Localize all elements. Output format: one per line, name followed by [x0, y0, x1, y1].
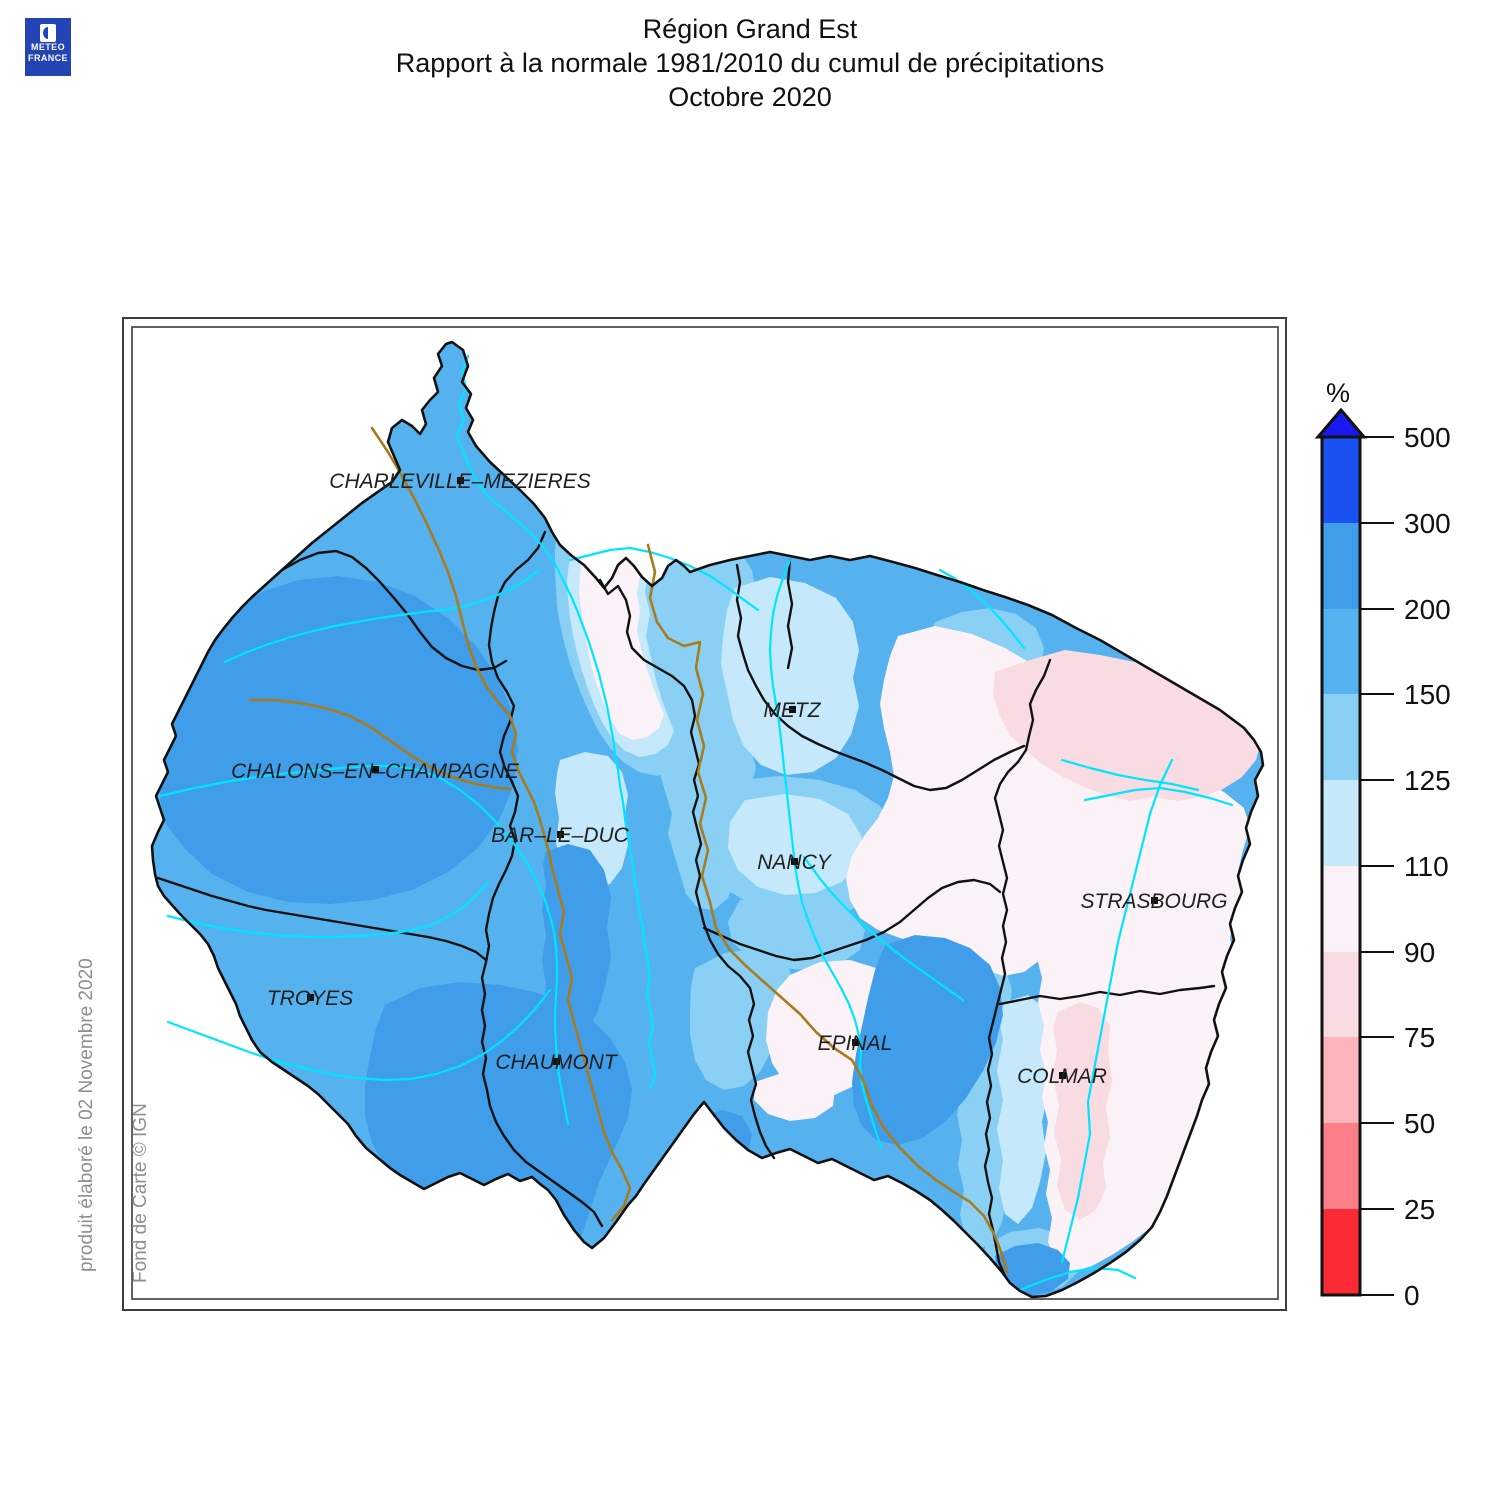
- meteo-france-logo: METEO FRANCE: [25, 18, 71, 76]
- legend-bin-0-25: [1322, 1209, 1360, 1295]
- legend-tick-75: 75: [1404, 1022, 1435, 1053]
- legend: % 500: [1314, 378, 1451, 1311]
- river-chiers: [568, 546, 760, 612]
- rivers: [158, 354, 1234, 1292]
- city-marker-chaumont: [553, 1058, 560, 1065]
- city-label-nancy: NANCY: [757, 851, 833, 874]
- title-region: Région Grand Est: [642, 14, 858, 44]
- legend-tick-300: 300: [1404, 508, 1451, 539]
- map-frame-outer: [122, 317, 1287, 1311]
- dept-boundary-meuse-east: [598, 578, 776, 1160]
- dept-boundary-ardennes-marne: [280, 549, 508, 672]
- precip-zone-200-300: [160, 576, 1070, 1296]
- dept-boundary-alsace-west: [983, 658, 1052, 1278]
- basemap-credit: Fond de Carte © IGN: [130, 1103, 151, 1283]
- river-meurthe: [802, 855, 965, 1002]
- city-marker-colmar: [1059, 1072, 1066, 1079]
- city-marker-troyes: [307, 994, 314, 1001]
- legend-bin-125-150: [1322, 694, 1360, 780]
- river-moselle: [768, 558, 883, 1150]
- legend-tick-110: 110: [1404, 851, 1449, 882]
- region-outline: [150, 340, 1265, 1299]
- dept-boundary-meuse-west: [480, 530, 604, 1228]
- legend-bin-50-75: [1322, 1037, 1360, 1123]
- city-label-epinal: EPINAL: [818, 1032, 893, 1055]
- dept-boundary-briey: [786, 558, 794, 670]
- river-meuse: [455, 354, 657, 1090]
- dept-boundary-basrhin-hautrhin: [998, 984, 1216, 1006]
- city-label-strasbourg: STRASBOURG: [1080, 890, 1227, 913]
- legend-bin-25-50: [1322, 1123, 1360, 1209]
- legend-tick-25: 25: [1404, 1194, 1435, 1225]
- legend-tick-90: 90: [1404, 937, 1435, 968]
- legend-tick-labels: 500 300 200 150 125 110 90 75 50 25 0: [1404, 422, 1451, 1311]
- legend-bin-300-500: [1322, 437, 1360, 523]
- dept-boundary-moselle: [735, 563, 1026, 792]
- legend-tick-150: 150: [1404, 679, 1451, 710]
- map-title-block: Région Grand Est Rapport à la normale 19…: [0, 12, 1500, 114]
- legend-bin-75-90: [1322, 952, 1360, 1037]
- city-label-troyes: TROYES: [267, 987, 353, 1010]
- title-period: Octobre 2020: [668, 82, 832, 112]
- river-largue: [1018, 1266, 1137, 1292]
- city-label-bar-le-duc: BAR–LE–DUC: [491, 824, 630, 847]
- basin-boundary-seine-meuse: [370, 426, 632, 1222]
- legend-tick-0: 0: [1404, 1280, 1420, 1311]
- legend-unit-label: %: [1326, 378, 1350, 408]
- city-label-colmar: COLMAR: [1017, 1065, 1107, 1088]
- city-marker-nancy: [791, 858, 798, 865]
- title-subject: Rapport à la normale 1981/2010 du cumul …: [395, 48, 1105, 78]
- city-label-charleville-mezieres: CHARLEVILLE–MEZIERES: [329, 470, 590, 493]
- river-lauter: [1083, 786, 1234, 807]
- river-aisne: [223, 568, 541, 664]
- legend-bin-110-125: [1322, 780, 1360, 866]
- legend-tick-200: 200: [1404, 594, 1451, 625]
- city-label-metz: METZ: [763, 699, 821, 722]
- logo-text-line1: METEO: [30, 42, 65, 52]
- legend-tick-500: 500: [1404, 422, 1451, 453]
- legend-color-bar: [1320, 435, 1362, 1297]
- legend-bin-90-110: [1322, 866, 1360, 952]
- city-label-chalons-en-champagne: CHALONS–EN–CHAMPAGNE: [231, 760, 520, 783]
- city-marker-chalons: [372, 766, 379, 773]
- dept-boundary-meurthe-vosges: [702, 878, 1002, 962]
- river-seine: [166, 880, 490, 939]
- legend-arrow-above-500: [1314, 407, 1368, 439]
- city-marker-metz: [789, 706, 796, 713]
- legend-tick-marks: [1360, 436, 1394, 1296]
- river-marne: [158, 764, 570, 1126]
- city-label-chaumont: CHAUMONT: [495, 1051, 618, 1074]
- city-labels: CHARLEVILLE–MEZIERES CHALONS–EN–CHAMPAGN…: [231, 470, 1227, 1088]
- city-markers: [307, 477, 1158, 1079]
- city-marker-bar-le-duc: [557, 831, 564, 838]
- legend-tick-50: 50: [1404, 1108, 1435, 1139]
- logo-text-line2: FRANCE: [28, 53, 68, 63]
- department-boundaries: [156, 530, 1216, 1278]
- basin-boundaries: [248, 426, 1009, 1274]
- river-aube: [166, 988, 552, 1082]
- city-marker-strasbourg: [1151, 897, 1158, 904]
- river-moder: [1060, 758, 1200, 792]
- map-frame-inner: [131, 326, 1279, 1300]
- city-marker-epinal: [852, 1039, 859, 1046]
- legend-tick-125: 125: [1404, 765, 1451, 796]
- legend-bin-200-300: [1322, 523, 1360, 609]
- city-marker-charleville: [457, 477, 464, 484]
- dept-boundary-marne-aube: [156, 876, 488, 962]
- meteo-france-icon: [40, 24, 56, 42]
- produced-date-note: produit élaboré le 02 Novembre 2020: [76, 958, 97, 1272]
- river-ill: [1060, 758, 1174, 1264]
- river-sarre: [938, 568, 1026, 650]
- basin-boundary-meuse-rhin: [646, 543, 1009, 1274]
- legend-bin-150-200: [1322, 609, 1360, 694]
- basin-boundary-marne: [248, 698, 512, 791]
